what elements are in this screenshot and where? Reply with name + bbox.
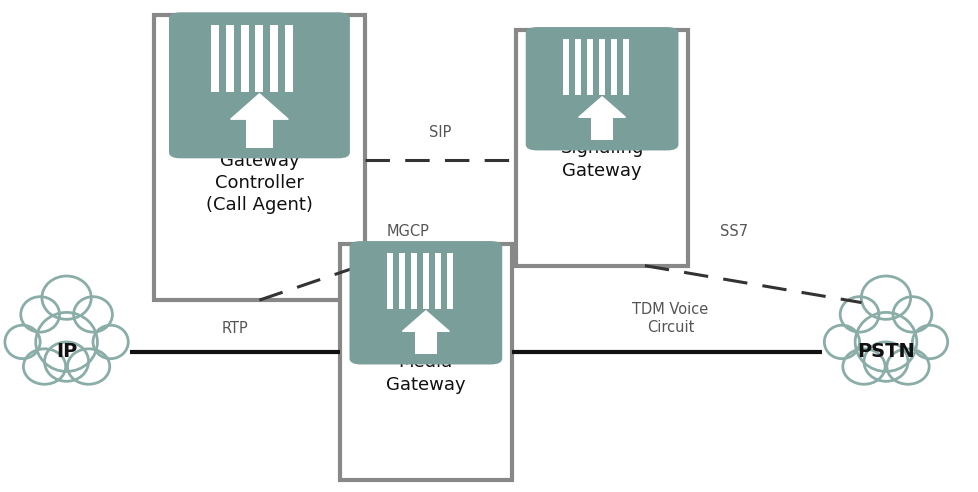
Ellipse shape bbox=[36, 312, 98, 371]
Bar bbox=[586, 39, 593, 95]
Polygon shape bbox=[231, 94, 288, 119]
Bar bbox=[622, 39, 629, 95]
Ellipse shape bbox=[45, 342, 89, 381]
FancyBboxPatch shape bbox=[349, 241, 502, 365]
Bar bbox=[245, 118, 273, 148]
Ellipse shape bbox=[863, 342, 908, 381]
Text: SIP: SIP bbox=[429, 125, 451, 140]
Ellipse shape bbox=[839, 297, 878, 332]
Polygon shape bbox=[578, 97, 625, 117]
Ellipse shape bbox=[892, 297, 931, 332]
Bar bbox=[386, 253, 393, 309]
FancyBboxPatch shape bbox=[155, 15, 364, 300]
Ellipse shape bbox=[842, 349, 884, 384]
FancyBboxPatch shape bbox=[516, 30, 687, 266]
Ellipse shape bbox=[823, 325, 859, 359]
Bar bbox=[434, 253, 441, 309]
Ellipse shape bbox=[886, 349, 928, 384]
Bar bbox=[591, 116, 612, 140]
Bar bbox=[599, 39, 604, 95]
Text: Signaling
Gateway: Signaling Gateway bbox=[559, 139, 644, 180]
Text: TDM Voice
Circuit: TDM Voice Circuit bbox=[632, 302, 708, 335]
Bar bbox=[562, 39, 569, 95]
Bar bbox=[226, 25, 234, 92]
Bar bbox=[446, 253, 453, 309]
FancyBboxPatch shape bbox=[525, 27, 678, 151]
Ellipse shape bbox=[855, 312, 915, 371]
Text: SS7: SS7 bbox=[719, 224, 747, 239]
Bar bbox=[270, 25, 278, 92]
Text: IP: IP bbox=[56, 342, 77, 361]
FancyBboxPatch shape bbox=[340, 244, 511, 480]
Ellipse shape bbox=[93, 325, 128, 359]
Ellipse shape bbox=[23, 349, 66, 384]
Text: MGCP: MGCP bbox=[386, 224, 429, 239]
Bar bbox=[285, 25, 292, 92]
Bar bbox=[241, 25, 248, 92]
FancyBboxPatch shape bbox=[169, 12, 349, 158]
Bar bbox=[255, 25, 263, 92]
Ellipse shape bbox=[21, 297, 60, 332]
Text: PSTN: PSTN bbox=[857, 342, 913, 361]
Bar bbox=[415, 330, 436, 354]
Bar bbox=[610, 39, 617, 95]
Ellipse shape bbox=[73, 297, 112, 332]
Bar bbox=[422, 253, 428, 309]
Text: RTP: RTP bbox=[222, 321, 248, 336]
Bar bbox=[574, 39, 581, 95]
Bar bbox=[211, 25, 219, 92]
Ellipse shape bbox=[67, 349, 110, 384]
Text: Media
Gateway
Controller
(Call Agent): Media Gateway Controller (Call Agent) bbox=[205, 129, 313, 214]
Ellipse shape bbox=[861, 276, 910, 319]
Ellipse shape bbox=[42, 276, 91, 319]
Bar bbox=[398, 253, 405, 309]
Ellipse shape bbox=[911, 325, 947, 359]
Polygon shape bbox=[402, 311, 449, 331]
Bar bbox=[410, 253, 417, 309]
Ellipse shape bbox=[5, 325, 40, 359]
Text: Media
Gateway: Media Gateway bbox=[385, 353, 466, 394]
